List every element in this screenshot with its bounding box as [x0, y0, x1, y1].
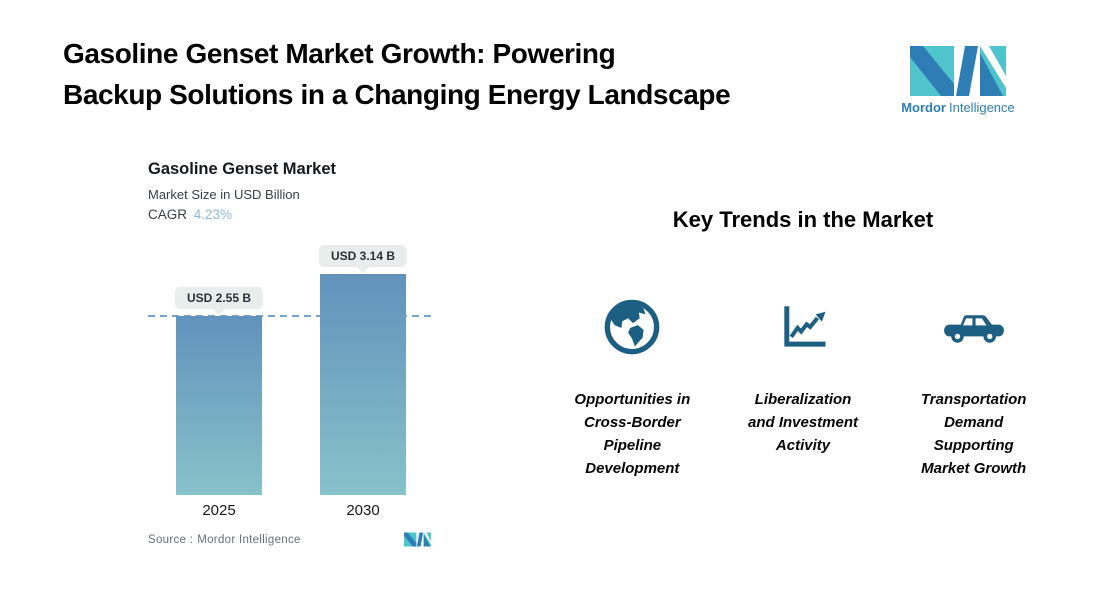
x-tick-2025: 2025: [202, 502, 236, 519]
trend-item-investment: Liberalization and Investment Activity: [718, 296, 889, 480]
chart-cagr: CAGR 4.23%: [148, 207, 431, 222]
line-chart-icon: [776, 296, 830, 358]
trend-label: Liberalization and Investment Activity: [747, 391, 859, 454]
brand-name-bold: Mordor: [901, 100, 946, 115]
bar-2030: [320, 274, 406, 495]
x-tick-2030: 2030: [346, 502, 380, 519]
bar-2025: [176, 315, 262, 495]
market-size-chart: Gasoline Genset Market Market Size in US…: [148, 160, 431, 547]
brand-logo: Mordor Intelligence: [900, 46, 1016, 115]
car-icon: [941, 296, 1007, 358]
value-label-2030: USD 3.14 B: [318, 245, 408, 267]
source-text: Source : Mordor Intelligence: [148, 534, 305, 546]
bar-column-2025: USD 2.55 B 2025: [174, 248, 264, 519]
globe-icon: [603, 296, 661, 358]
cagr-label: CAGR: [148, 207, 188, 222]
mordor-intelligence-logo-mini-icon: [404, 532, 431, 547]
bar-column-2030: USD 3.14 B 2030: [318, 245, 408, 519]
source-value: Mordor Intelligence: [197, 533, 301, 546]
page-title-line1: Gasoline Genset Market Growth: Powering: [63, 38, 616, 69]
trend-item-pipeline: Opportunities in Cross-Border Pipeline D…: [547, 296, 718, 480]
key-trends-section: Key Trends in the Market Opportunities i…: [547, 207, 1059, 480]
trend-columns: Opportunities in Cross-Border Pipeline D…: [547, 296, 1059, 480]
trend-label: Opportunities in Cross-Border Pipeline D…: [574, 391, 691, 477]
chart-subtitle: Market Size in USD Billion: [148, 187, 300, 202]
mordor-intelligence-logo-icon: [910, 46, 1006, 96]
value-label-2025: USD 2.55 B: [174, 286, 264, 309]
brand-name: Mordor Intelligence: [900, 100, 1016, 115]
bar-plot: USD 2.55 B 2025 USD 3.14 B 2030: [148, 245, 431, 519]
trend-label: Transportation Demand Supporting Market …: [920, 391, 1027, 477]
cagr-value: 4.23%: [193, 207, 233, 222]
chart-title: Gasoline Genset Market: [148, 160, 336, 178]
trends-heading: Key Trends in the Market: [672, 207, 934, 232]
brand-name-regular: Intelligence: [949, 100, 1015, 115]
source-label: Source :: [148, 533, 194, 546]
reference-dashed-line: [148, 314, 431, 317]
trend-item-transportation: Transportation Demand Supporting Market …: [888, 296, 1059, 480]
source-row: Source : Mordor Intelligence: [148, 532, 431, 547]
page-title-line2: Backup Solutions in a Changing Energy La…: [63, 79, 731, 110]
page-title: Gasoline Genset Market Growth: Powering …: [63, 33, 731, 115]
